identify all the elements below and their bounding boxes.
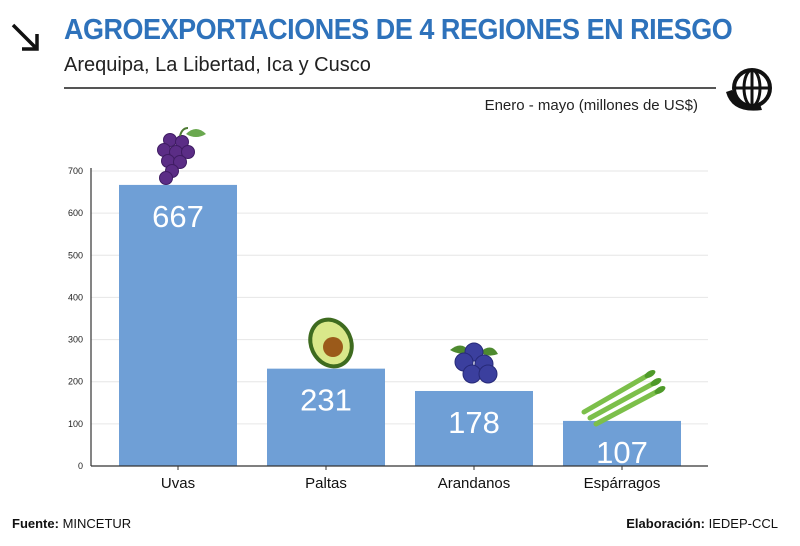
data-label: 107: [596, 435, 648, 470]
arrow-down-right-icon: [11, 23, 39, 51]
bar-chart: 0 100 200 300 400 500 600 700 667 Uvas 231 Paltas 1…: [68, 127, 708, 492]
y-tick-label: 600: [68, 208, 83, 218]
credit-value: IEDEP-CCL: [708, 516, 778, 531]
source-label: Fuente:: [12, 516, 59, 531]
y-tick-label: 300: [68, 335, 83, 345]
y-tick-label: 0: [78, 461, 83, 471]
units-label: Enero - mayo (millones de US$): [484, 97, 698, 114]
globe-trade-icon: [726, 68, 772, 111]
y-tick-label: 400: [68, 292, 83, 302]
x-tick-label: Paltas: [305, 475, 347, 492]
x-tick-label: Arandanos: [438, 475, 511, 492]
x-tick-label: Uvas: [161, 475, 195, 492]
chart-subtitle: Arequipa, La Libertad, Ica y Cusco: [64, 54, 371, 76]
divider: [64, 87, 716, 89]
bar-uvas: [119, 184, 237, 466]
bar-paltas: [267, 368, 385, 466]
bar-espárragos: [563, 420, 681, 466]
source-note: Fuente: MINCETUR: [12, 516, 131, 531]
grapes-icon: [157, 127, 206, 185]
bar-arandanos: [415, 390, 533, 466]
chart-title: AGROEXPORTACIONES DE 4 REGIONES EN RIESG…: [64, 14, 733, 46]
data-label: 178: [448, 405, 500, 440]
y-tick-label: 700: [68, 166, 83, 176]
data-label: 667: [152, 199, 204, 234]
x-tick-label: Espárragos: [584, 475, 661, 492]
credit-note: Elaboración: IEDEP-CCL: [626, 516, 778, 531]
data-label: 231: [300, 383, 352, 418]
avocado-icon: [308, 317, 354, 369]
blueberries-icon: [450, 342, 498, 384]
source-value: MINCETUR: [62, 516, 132, 531]
y-tick-label: 200: [68, 377, 83, 387]
asparagus-icon: [581, 370, 666, 427]
y-tick-label: 500: [68, 250, 83, 260]
y-tick-label: 100: [68, 419, 83, 429]
credit-label: Elaboración:: [626, 516, 706, 531]
